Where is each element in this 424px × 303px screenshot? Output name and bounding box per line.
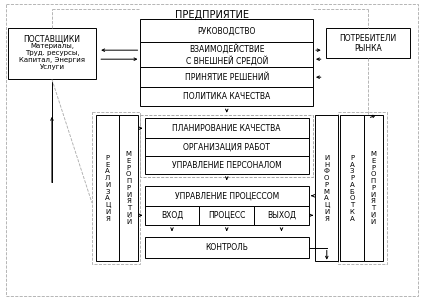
- Bar: [140, 42, 313, 68]
- Text: И
Н
Ф
О
Р
М
А
Ц
И
Я: И Н Ф О Р М А Ц И Я: [324, 155, 330, 222]
- Bar: [92, 112, 140, 264]
- Text: М
Е
Р
О
П
Р
И
Я
Т
И
Й: М Е Р О П Р И Я Т И Й: [126, 151, 132, 225]
- Text: ПРОЦЕСС: ПРОЦЕСС: [208, 211, 245, 220]
- Bar: [140, 87, 313, 106]
- Bar: [145, 186, 309, 205]
- Text: КОНТРОЛЬ: КОНТРОЛЬ: [205, 243, 248, 252]
- Bar: [145, 118, 309, 138]
- Text: ВЗАИМОДЕЙСТВИЕ
С ВНЕШНЕЙ СРЕДОЙ: ВЗАИМОДЕЙСТВИЕ С ВНЕШНЕЙ СРЕДОЙ: [186, 44, 268, 65]
- Text: ВЫХОД: ВЫХОД: [267, 211, 296, 220]
- Text: ПОЛИТИКА КАЧЕСТВА: ПОЛИТИКА КАЧЕСТВА: [183, 92, 271, 101]
- Bar: [326, 28, 410, 58]
- Text: М
Е
Р
О
П
Р
И
Я
Т
И
Й: М Е Р О П Р И Я Т И Й: [370, 151, 376, 225]
- Text: ПОСТАВЩИКИ: ПОСТАВЩИКИ: [23, 35, 81, 43]
- Bar: [315, 115, 338, 261]
- Bar: [145, 205, 199, 225]
- Text: ОРГАНИЗАЦИЯ РАБОТ: ОРГАНИЗАЦИЯ РАБОТ: [183, 142, 270, 152]
- Bar: [140, 68, 313, 87]
- Text: РУКОВОДСТВО: РУКОВОДСТВО: [198, 26, 256, 35]
- Bar: [364, 115, 382, 261]
- Text: ПРЕДПРИЯТИЕ: ПРЕДПРИЯТИЕ: [175, 10, 249, 20]
- Bar: [145, 237, 309, 258]
- Bar: [140, 19, 313, 42]
- Text: ВХОД: ВХОД: [161, 211, 183, 220]
- Text: УПРАВЛЕНИЕ ПРОЦЕССОМ: УПРАВЛЕНИЕ ПРОЦЕССОМ: [175, 191, 279, 200]
- Bar: [145, 138, 309, 156]
- Bar: [119, 115, 138, 261]
- Text: ПЛАНИРОВАНИЕ КАЧЕСТВА: ПЛАНИРОВАНИЕ КАЧЕСТВА: [173, 124, 281, 133]
- Text: УПРАВЛЕНИЕ ПЕРСОНАЛОМ: УПРАВЛЕНИЕ ПЕРСОНАЛОМ: [172, 161, 282, 169]
- Bar: [338, 112, 387, 264]
- Bar: [145, 156, 309, 174]
- Text: Материалы,
Труд. ресурсы,
Капитал, Энергия
Услуги: Материалы, Труд. ресурсы, Капитал, Энерг…: [19, 43, 85, 70]
- Bar: [340, 115, 364, 261]
- Bar: [96, 115, 119, 261]
- Bar: [254, 205, 309, 225]
- Bar: [140, 115, 313, 177]
- Bar: [199, 205, 254, 225]
- Bar: [8, 28, 96, 79]
- Text: ПОТРЕБИТЕЛИ
РЫНКА: ПОТРЕБИТЕЛИ РЫНКА: [339, 34, 396, 53]
- Text: Р
А
З
Р
А
Б
О
Т
К
А: Р А З Р А Б О Т К А: [349, 155, 355, 222]
- Text: ПРИНЯТИЕ РЕШЕНИЙ: ПРИНЯТИЕ РЕШЕНИЙ: [184, 73, 269, 82]
- Text: Р
Е
А
Л
И
З
А
Ц
И
Я: Р Е А Л И З А Ц И Я: [105, 155, 110, 222]
